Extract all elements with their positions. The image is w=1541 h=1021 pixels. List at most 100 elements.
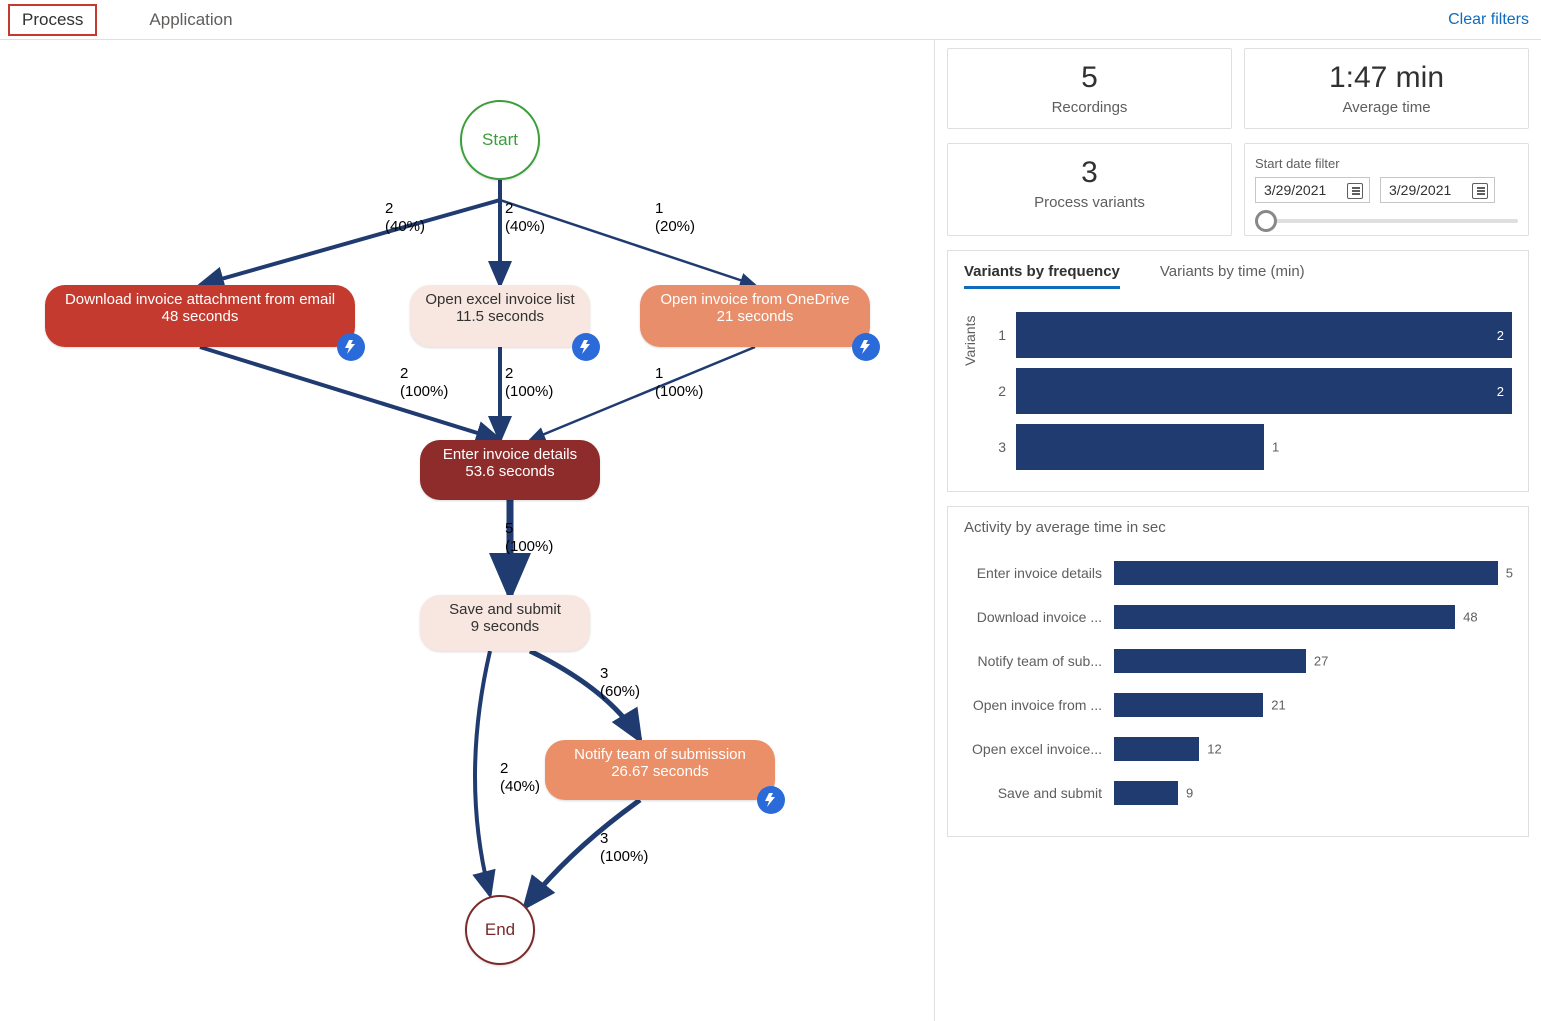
activity-bar-row: Download invoice ...48 <box>964 600 1512 634</box>
activity-bar-row: Open excel invoice...12 <box>964 732 1512 766</box>
flow-node-n1[interactable]: Download invoice attachment from email48… <box>45 285 355 347</box>
chart-tab-time[interactable]: Variants by time (min) <box>1160 263 1305 289</box>
variants-bar-fill[interactable] <box>1016 424 1264 470</box>
automation-badge-icon[interactable] <box>852 333 880 361</box>
flow-node-title: Save and submit <box>434 601 576 618</box>
flow-node-subtitle: 48 seconds <box>59 308 341 325</box>
kpi-recordings-value: 5 <box>958 61 1221 95</box>
variants-bars: Variants 122231 <box>964 307 1512 475</box>
activity-bar-fill[interactable] <box>1114 649 1306 673</box>
activity-bar-value: 5 <box>1506 566 1513 581</box>
automation-badge-icon[interactable] <box>337 333 365 361</box>
date-filter-label: Start date filter <box>1255 156 1518 171</box>
kpi-row-1: 5 Recordings 1:47 min Average time <box>947 48 1529 129</box>
tab-process[interactable]: Process <box>8 4 97 36</box>
activity-bar-value: 48 <box>1463 610 1477 625</box>
activity-bar-fill[interactable] <box>1114 781 1178 805</box>
chart-tab-frequency[interactable]: Variants by frequency <box>964 263 1120 289</box>
activity-bar-fill[interactable] <box>1114 693 1263 717</box>
date-slider[interactable] <box>1255 219 1518 223</box>
activity-bar-category: Notify team of sub... <box>964 653 1114 669</box>
variants-bar-track: 2 <box>1016 312 1512 358</box>
flow-edge <box>530 347 755 440</box>
chart-tabs: Variants by frequency Variants by time (… <box>964 263 1512 289</box>
activity-bar-value: 9 <box>1186 786 1193 801</box>
automation-badge-icon[interactable] <box>757 786 785 814</box>
variants-bar-row: 22 <box>964 363 1512 419</box>
edge-label: 1(20%) <box>655 200 695 236</box>
kpi-date-filter: Start date filter 3/29/2021 3/29/2021 <box>1244 143 1529 236</box>
activity-bar-track: 5 <box>1114 561 1512 585</box>
activity-bar-track: 48 <box>1114 605 1512 629</box>
edge-label: 2(40%) <box>385 200 425 236</box>
flow-svg <box>0 40 934 1021</box>
activity-bar-row: Save and submit 9 <box>964 776 1512 810</box>
variants-bar-value: 2 <box>1497 328 1504 343</box>
variants-bar-fill[interactable]: 2 <box>1016 312 1512 358</box>
activity-bar-row: Open invoice from ... 21 <box>964 688 1512 722</box>
activity-chart-title: Activity by average time in sec <box>964 519 1512 536</box>
activity-bar-row: Notify team of sub... 27 <box>964 644 1512 678</box>
edge-label: 3(60%) <box>600 665 640 701</box>
activity-bar-fill[interactable] <box>1114 561 1498 585</box>
flow-node-subtitle: 9 seconds <box>434 618 576 635</box>
variants-bar-fill[interactable]: 2 <box>1016 368 1512 414</box>
flow-edge <box>475 651 490 895</box>
flow-node-title: Open invoice from OneDrive <box>654 291 856 308</box>
activity-bar-category: Save and submit <box>964 785 1114 801</box>
flow-node-title: Download invoice attachment from email <box>59 291 341 308</box>
date-from-input[interactable]: 3/29/2021 <box>1255 177 1370 203</box>
activity-bar-row: Enter invoice details 5 <box>964 556 1512 590</box>
date-inputs: 3/29/2021 3/29/2021 <box>1255 177 1518 203</box>
variants-chart-card: Variants by frequency Variants by time (… <box>947 250 1529 492</box>
flow-node-n4[interactable]: Enter invoice details53.6 seconds <box>420 440 600 500</box>
kpi-variants-label: Process variants <box>958 194 1221 211</box>
side-panel: 5 Recordings 1:47 min Average time 3 Pro… <box>935 40 1541 1021</box>
activity-chart-card: Activity by average time in sec Enter in… <box>947 506 1529 837</box>
activity-bar-category: Open invoice from ... <box>964 697 1114 713</box>
flow-node-n2[interactable]: Open excel invoice list11.5 seconds <box>410 285 590 347</box>
activity-bar-value: 27 <box>1314 654 1328 669</box>
variants-bar-category: 2 <box>964 383 1016 399</box>
flow-node-title: Open excel invoice list <box>424 291 576 308</box>
edge-label: 3(100%) <box>600 830 648 866</box>
activity-bar-value: 12 <box>1207 742 1221 757</box>
flow-node-end[interactable]: End <box>465 895 535 965</box>
kpi-avg-time-label: Average time <box>1255 99 1518 116</box>
flow-node-title: Notify team of submission <box>559 746 761 763</box>
flow-panel: Start Download invoice attachment from em… <box>0 40 935 1021</box>
activity-bars: Enter invoice details 5 Download invoice .… <box>964 556 1512 810</box>
flow-node-start[interactable]: Start <box>460 100 540 180</box>
edge-label: 1(100%) <box>655 365 703 401</box>
date-to-input[interactable]: 3/29/2021 <box>1380 177 1495 203</box>
activity-bar-fill[interactable] <box>1114 605 1455 629</box>
date-slider-handle[interactable] <box>1255 210 1277 232</box>
flow-node-subtitle: 11.5 seconds <box>424 308 576 325</box>
activity-bar-value: 21 <box>1271 698 1285 713</box>
automation-badge-icon[interactable] <box>572 333 600 361</box>
flow-node-subtitle: 26.67 seconds <box>559 763 761 780</box>
variants-bar-track: 2 <box>1016 368 1512 414</box>
variants-bar-track: 1 <box>1016 424 1512 470</box>
clear-filters-link[interactable]: Clear filters <box>1448 11 1529 29</box>
flow-node-n3[interactable]: Open invoice from OneDrive21 seconds <box>640 285 870 347</box>
tabs-bar: Process Application Clear filters <box>0 0 1541 40</box>
flow-node-subtitle: 53.6 seconds <box>434 463 586 480</box>
tab-application[interactable]: Application <box>137 6 244 34</box>
root: Process Application Clear filters Start D… <box>0 0 1541 1021</box>
variants-bar-row: 12 <box>964 307 1512 363</box>
variants-bar-category: 3 <box>964 439 1016 455</box>
variants-bar-row: 31 <box>964 419 1512 475</box>
activity-bar-category: Enter invoice details <box>964 565 1114 581</box>
flow-node-title: Enter invoice details <box>434 446 586 463</box>
activity-bar-track: 21 <box>1114 693 1512 717</box>
edge-label: 5(100%) <box>505 520 553 556</box>
flow-node-n5[interactable]: Save and submit9 seconds <box>420 595 590 651</box>
activity-bar-fill[interactable] <box>1114 737 1199 761</box>
kpi-row-2: 3 Process variants Start date filter 3/2… <box>947 143 1529 236</box>
edge-label: 2(40%) <box>505 200 545 236</box>
flow-node-n6[interactable]: Notify team of submission26.67 seconds <box>545 740 775 800</box>
variants-y-axis-label: Variants <box>962 316 978 366</box>
activity-bar-track: 27 <box>1114 649 1512 673</box>
main: Start Download invoice attachment from em… <box>0 40 1541 1021</box>
